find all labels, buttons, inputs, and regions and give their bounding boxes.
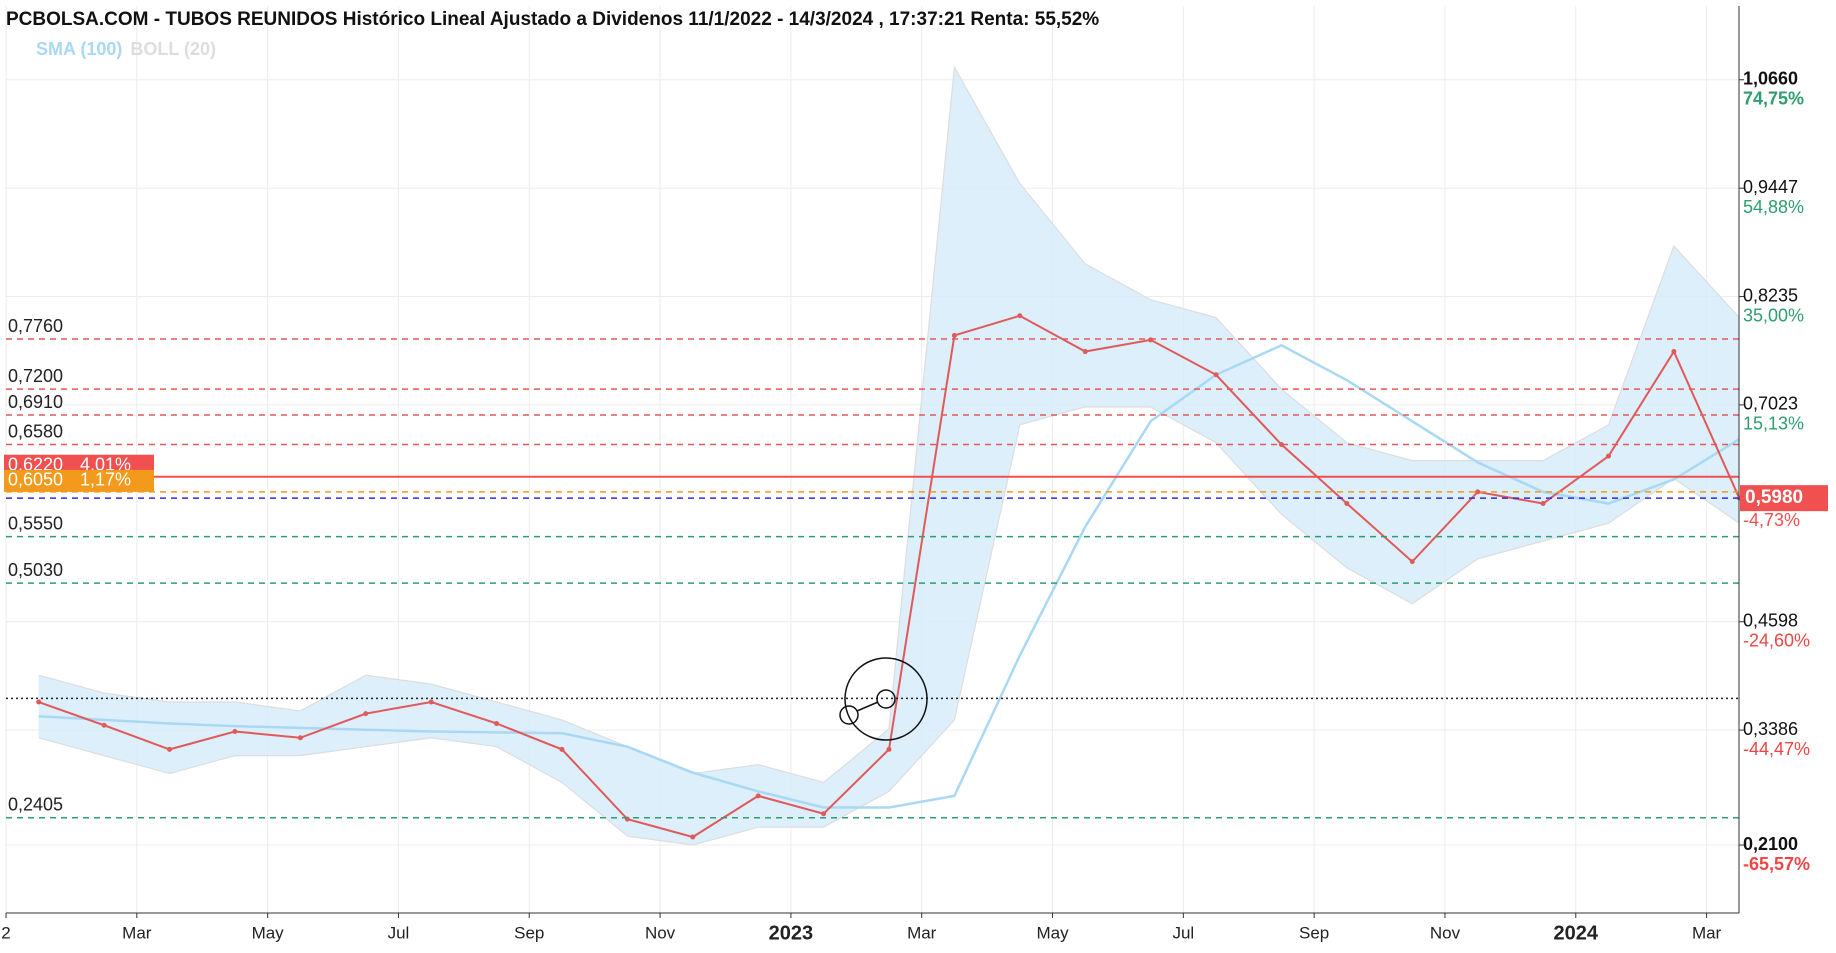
last-price-change: -4,73% — [1743, 510, 1800, 530]
price-point — [167, 746, 173, 752]
price-point — [559, 746, 565, 752]
legend: SMA (100) BOLL (20) — [36, 39, 216, 59]
price-point — [886, 746, 892, 752]
y-tick-change: -65,57% — [1743, 854, 1810, 874]
level-change: 1,17% — [80, 470, 131, 490]
price-point — [1148, 337, 1154, 343]
y-tick-label: 0,2100 — [1743, 834, 1798, 854]
x-tick-label: Sep — [514, 923, 544, 942]
level-label: 0,7200 — [8, 366, 63, 386]
x-tick-label: Nov — [645, 923, 676, 942]
x-tick-label: Mar — [122, 923, 152, 942]
price-point — [1278, 442, 1284, 448]
annotation-circle — [876, 689, 896, 709]
price-point — [1017, 313, 1023, 319]
x-tick-label: Mar — [907, 923, 937, 942]
sma-line — [38, 343, 1740, 809]
level-box — [4, 469, 154, 492]
bollinger-lower — [38, 406, 1740, 846]
price-point — [1605, 453, 1611, 459]
y-tick-label: 0,8235 — [1743, 285, 1798, 305]
y-tick-change: 54,88% — [1743, 197, 1804, 217]
annotation-circle — [839, 705, 859, 725]
chart-title: PCBOLSA.COM - TUBOS REUNIDOS Histórico L… — [6, 9, 1099, 30]
last-price-box — [1740, 485, 1828, 512]
price-point — [1344, 501, 1350, 507]
price-point — [1409, 559, 1415, 565]
y-tick-change: 15,13% — [1743, 414, 1804, 434]
lines — [36, 313, 1742, 840]
y-tick-change: 35,00% — [1743, 305, 1804, 325]
level-label: 0,5030 — [8, 560, 63, 580]
axes: 2 Mar May Jul Sep Nov 2023 Mar May Jul Sep Nov 2024 M… — [1, 6, 1828, 944]
price-point — [1213, 372, 1219, 378]
x-tick-label: Jul — [388, 923, 410, 942]
x-tick-label: Sep — [1299, 923, 1329, 942]
annotation-line — [856, 701, 879, 712]
y-tick-change: -24,60% — [1743, 630, 1810, 650]
x-tick-label: 2 — [1, 923, 10, 942]
y-tick-label: 1,0660 — [1743, 69, 1798, 89]
legend-entry: SMA (100) — [36, 39, 122, 59]
x-tick-label: Nov — [1430, 923, 1461, 942]
x-tick-label: May — [252, 923, 285, 942]
legend-entry: BOLL (20) — [130, 39, 216, 59]
x-tick-label: 2023 — [769, 922, 814, 944]
price-point — [101, 722, 107, 728]
x-tick-label: Mar — [1692, 923, 1722, 942]
level-label: 0,7760 — [8, 316, 63, 336]
price-point — [232, 729, 238, 735]
y-tick-label: 0,4598 — [1743, 610, 1798, 630]
y-tick-label: 0,9447 — [1743, 177, 1798, 197]
price-point — [755, 793, 761, 799]
price-point — [494, 720, 500, 726]
y-tick-change: -44,47% — [1743, 739, 1810, 759]
price-point — [428, 699, 434, 705]
level-label: 0,6220 — [8, 454, 63, 474]
x-tick-label: 2024 — [1554, 922, 1599, 944]
level-label: 0,6580 — [8, 421, 63, 441]
price-point — [1082, 349, 1088, 355]
price-point — [36, 699, 42, 705]
level-change: 4,01% — [80, 454, 131, 474]
y-tick-change: 74,75% — [1743, 89, 1804, 109]
price-point — [690, 834, 696, 840]
annotation-circle — [844, 657, 928, 741]
x-tick-label: May — [1036, 923, 1069, 942]
price-point — [363, 711, 369, 717]
y-tick-label: 0,3386 — [1743, 719, 1798, 739]
last-price-label: 0,5980 — [1745, 487, 1803, 508]
levels: 0,7760 0,7200 0,6910 0,6580 0,6220 4,01% 0,605… — [4, 316, 1739, 819]
price-point — [1475, 489, 1481, 495]
price-point — [297, 735, 303, 741]
level-label: 0,2405 — [8, 795, 63, 815]
level-label: 0,6910 — [8, 392, 63, 412]
annotation — [839, 657, 928, 741]
price-point — [1540, 501, 1546, 507]
level-label: 0,6050 — [8, 470, 63, 490]
x-tick-label: Jul — [1172, 923, 1194, 942]
price-point — [951, 332, 957, 338]
price-point — [821, 811, 827, 817]
price-point — [1671, 349, 1677, 355]
y-tick-label: 0,7023 — [1743, 394, 1798, 414]
level-label: 0,5550 — [8, 513, 63, 533]
